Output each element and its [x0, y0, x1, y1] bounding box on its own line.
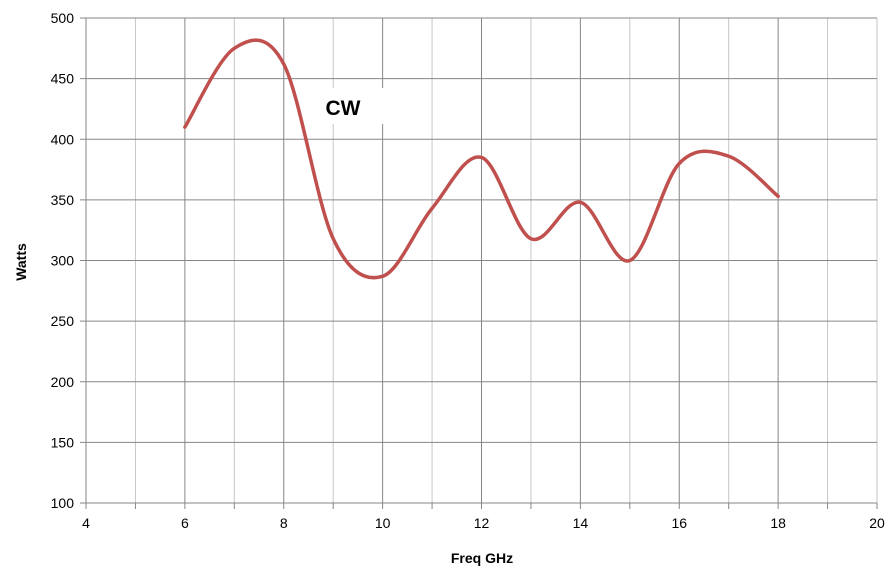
- axes: [80, 17, 878, 509]
- x-tick-label: 16: [671, 515, 687, 531]
- chart-annotation: CW: [326, 97, 361, 120]
- annotation-background: [318, 88, 384, 124]
- series-layer: [183, 38, 780, 280]
- y-tick-label: 200: [51, 374, 75, 390]
- data-point: [282, 62, 286, 66]
- data-point: [331, 237, 335, 241]
- data-point: [381, 274, 385, 278]
- y-tick-label: 250: [51, 313, 75, 329]
- data-point: [677, 162, 681, 165]
- x-tick-label: 14: [573, 515, 589, 531]
- y-tick-label: 500: [51, 10, 75, 26]
- data-point: [628, 259, 632, 262]
- x-tick-label: 8: [280, 515, 288, 531]
- x-tick-label: 4: [82, 515, 90, 531]
- x-tick-label: 10: [375, 515, 391, 531]
- data-point: [480, 155, 483, 159]
- y-tick-label: 300: [51, 253, 75, 269]
- x-tick-label: 20: [869, 515, 885, 531]
- data-point: [578, 200, 582, 204]
- x-tick-label: 18: [770, 515, 786, 531]
- y-tick-label: 150: [51, 434, 75, 450]
- data-point: [776, 194, 780, 198]
- y-tick-label: 350: [51, 192, 75, 208]
- data-point: [727, 154, 731, 158]
- data-point: [183, 125, 187, 129]
- y-tick-label: 400: [51, 131, 75, 147]
- data-point: [232, 46, 236, 50]
- y-tick-label: 100: [51, 495, 75, 511]
- x-tick-label: 12: [474, 515, 490, 531]
- data-point: [529, 237, 533, 241]
- tick-labels: 100 150 200 250 300 350 400 450 500 4 6 8 10 12 14 16 18…: [51, 10, 885, 531]
- x-tick-label: 6: [181, 515, 189, 531]
- x-axis-label: Freq GHz: [451, 550, 513, 566]
- series-line: [183, 38, 780, 280]
- y-tick-label: 450: [51, 71, 75, 87]
- data-point: [430, 206, 434, 210]
- y-axis-label: Watts: [13, 243, 29, 281]
